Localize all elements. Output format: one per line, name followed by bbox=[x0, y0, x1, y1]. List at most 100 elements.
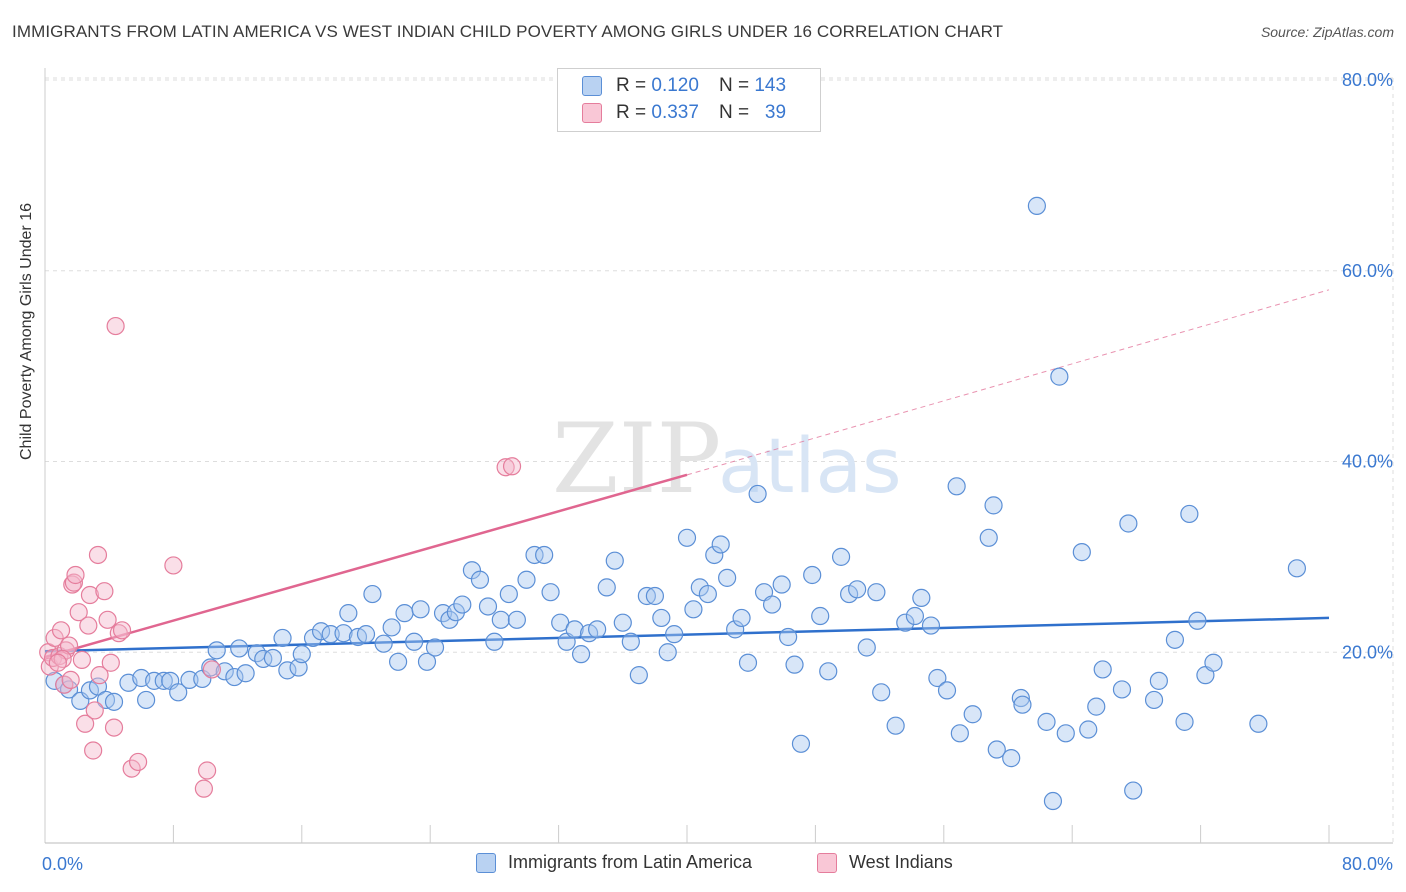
point-latin-america bbox=[588, 620, 607, 639]
point-latin-america bbox=[478, 597, 498, 616]
legend-swatch-pink bbox=[582, 103, 602, 123]
point-latin-america bbox=[1180, 504, 1199, 524]
legend-swatch-blue bbox=[582, 76, 602, 96]
point-latin-america bbox=[947, 477, 966, 496]
point-latin-america bbox=[289, 658, 308, 677]
point-latin-america bbox=[979, 528, 998, 547]
point-latin-america bbox=[1050, 367, 1069, 386]
point-west-indians bbox=[90, 666, 109, 685]
point-latin-america bbox=[928, 668, 947, 688]
point-west-indians bbox=[88, 545, 108, 565]
point-latin-america bbox=[517, 570, 536, 589]
point-latin-america bbox=[677, 528, 697, 547]
point-latin-america bbox=[726, 620, 745, 639]
point-latin-america bbox=[565, 620, 584, 639]
point-latin-america bbox=[872, 683, 891, 702]
point-latin-america bbox=[698, 584, 717, 604]
point-latin-america bbox=[292, 645, 311, 664]
point-west-indians bbox=[202, 660, 222, 679]
point-west-indians bbox=[64, 573, 83, 592]
point-latin-america bbox=[425, 638, 445, 657]
legend-r-label: R = bbox=[616, 75, 647, 96]
point-latin-america bbox=[738, 653, 758, 672]
series-legend: Immigrants from Latin America West India… bbox=[0, 852, 1406, 878]
series-legend-label: Immigrants from Latin America bbox=[508, 852, 753, 872]
point-latin-america bbox=[748, 484, 767, 504]
point-latin-america bbox=[905, 606, 925, 626]
point-west-indians bbox=[45, 628, 64, 648]
point-latin-america bbox=[645, 586, 665, 606]
point-latin-america bbox=[236, 664, 255, 683]
point-latin-america bbox=[665, 625, 684, 644]
point-west-indians bbox=[48, 653, 67, 672]
point-latin-america bbox=[629, 666, 648, 685]
point-latin-america bbox=[1087, 697, 1106, 716]
point-latin-america bbox=[1027, 196, 1046, 215]
point-latin-america bbox=[363, 584, 382, 604]
point-latin-america bbox=[1072, 543, 1091, 562]
point-latin-america bbox=[104, 692, 124, 711]
point-latin-america bbox=[411, 600, 430, 619]
point-latin-america bbox=[711, 535, 730, 554]
point-latin-america bbox=[718, 568, 737, 587]
point-latin-america bbox=[321, 625, 340, 644]
x-tick-label: 80.0% bbox=[1342, 854, 1393, 874]
point-latin-america bbox=[169, 683, 188, 702]
point-latin-america bbox=[1204, 653, 1223, 672]
point-latin-america bbox=[950, 724, 969, 743]
tick-labels: 20.0% 40.0% 60.0% 80.0% 0.0% 80.0% bbox=[42, 70, 1393, 874]
chart-title: IMMIGRANTS FROM LATIN AMERICA VS WEST IN… bbox=[12, 22, 1004, 41]
point-latin-america bbox=[1056, 724, 1075, 743]
point-latin-america bbox=[88, 677, 108, 696]
point-west-indians bbox=[79, 616, 98, 635]
point-latin-america bbox=[541, 583, 560, 602]
point-west-indians bbox=[122, 759, 141, 778]
legend-n-label: N = bbox=[718, 75, 750, 96]
point-latin-america bbox=[779, 627, 798, 647]
point-west-indians bbox=[98, 610, 117, 629]
point-latin-america bbox=[405, 632, 424, 651]
point-latin-america bbox=[1175, 712, 1194, 731]
point-latin-america bbox=[937, 681, 957, 700]
point-west-indians bbox=[80, 585, 100, 605]
point-latin-america bbox=[499, 584, 518, 604]
watermark-zip: ZIP bbox=[552, 403, 721, 515]
point-latin-america bbox=[485, 632, 504, 651]
point-latin-america bbox=[278, 661, 297, 680]
point-latin-america bbox=[225, 667, 244, 687]
y-tick-label: 40.0% bbox=[1342, 452, 1393, 472]
point-latin-america bbox=[470, 570, 490, 589]
point-latin-america bbox=[507, 610, 526, 629]
point-west-indians bbox=[496, 458, 515, 477]
point-west-indians bbox=[66, 565, 85, 585]
point-latin-america bbox=[867, 583, 886, 602]
point-latin-america bbox=[605, 551, 624, 570]
data-points bbox=[39, 196, 1307, 811]
point-latin-america bbox=[652, 608, 671, 628]
point-latin-america bbox=[658, 643, 677, 662]
point-latin-america bbox=[339, 604, 358, 623]
point-latin-america bbox=[621, 632, 640, 651]
point-latin-america bbox=[137, 690, 156, 710]
point-west-indians bbox=[164, 556, 183, 575]
point-latin-america bbox=[1079, 720, 1098, 739]
point-latin-america bbox=[356, 625, 376, 644]
series-legend-latin-america[interactable]: Immigrants from Latin America bbox=[476, 852, 752, 873]
series-swatch-pink bbox=[817, 852, 837, 873]
point-latin-america bbox=[433, 604, 453, 623]
point-latin-america bbox=[1011, 688, 1030, 708]
point-latin-america bbox=[45, 671, 64, 690]
point-latin-america bbox=[984, 496, 1003, 515]
point-latin-america bbox=[382, 618, 401, 637]
series-legend-west-indians[interactable]: West Indians bbox=[817, 852, 953, 873]
x-tick-label: 0.0% bbox=[42, 854, 83, 874]
point-latin-america bbox=[417, 652, 437, 671]
point-latin-america bbox=[1112, 680, 1132, 699]
legend-n-value: 39 bbox=[764, 102, 787, 123]
legend-n-value: 143 bbox=[754, 75, 787, 96]
source-credit: Source: ZipAtlas.com bbox=[1260, 24, 1394, 40]
point-latin-america bbox=[762, 595, 782, 614]
point-latin-america bbox=[1149, 671, 1168, 690]
legend-r-value: 0.120 bbox=[651, 75, 699, 96]
point-west-indians bbox=[106, 316, 125, 336]
